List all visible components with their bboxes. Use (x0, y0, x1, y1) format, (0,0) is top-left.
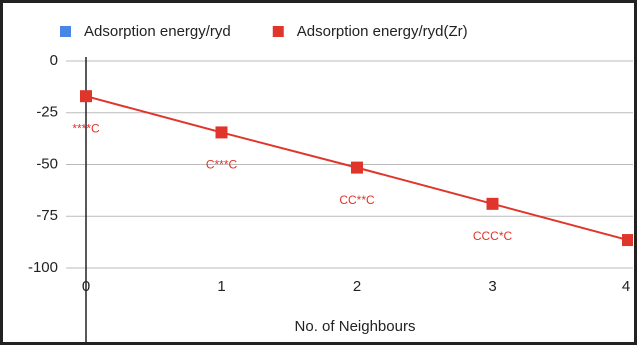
point-label: CC**C (339, 193, 375, 207)
x-tick-label: 3 (488, 278, 496, 295)
point (351, 161, 363, 174)
y-tick-label: -25 (36, 104, 58, 121)
x-axis-title: No. of Neighbours (295, 318, 416, 335)
y-tick-label: -100 (28, 259, 58, 276)
point (622, 234, 633, 247)
point (80, 90, 92, 103)
y-tick-label: 0 (50, 52, 58, 69)
point-label: CCC*C (473, 229, 513, 243)
legend-swatch (60, 26, 71, 37)
x-tick-label: 0 (82, 278, 90, 295)
point (486, 197, 499, 210)
y-tick-label: -75 (36, 207, 58, 224)
legend-label: Adsorption energy/ryd(Zr) (297, 23, 468, 40)
legend-swatch (272, 26, 284, 37)
point-label: ****C (72, 121, 100, 135)
x-tick-label: 2 (353, 278, 361, 295)
x-tick-label: 4 (622, 278, 630, 295)
legend-label: Adsorption energy/ryd (84, 23, 231, 40)
y-tick-label: -50 (36, 155, 58, 172)
x-tick-label: 1 (217, 278, 225, 295)
point-label: C***C (206, 158, 238, 172)
plot: ****C C***C CC**C CCC*C (66, 57, 633, 345)
point (215, 126, 228, 139)
